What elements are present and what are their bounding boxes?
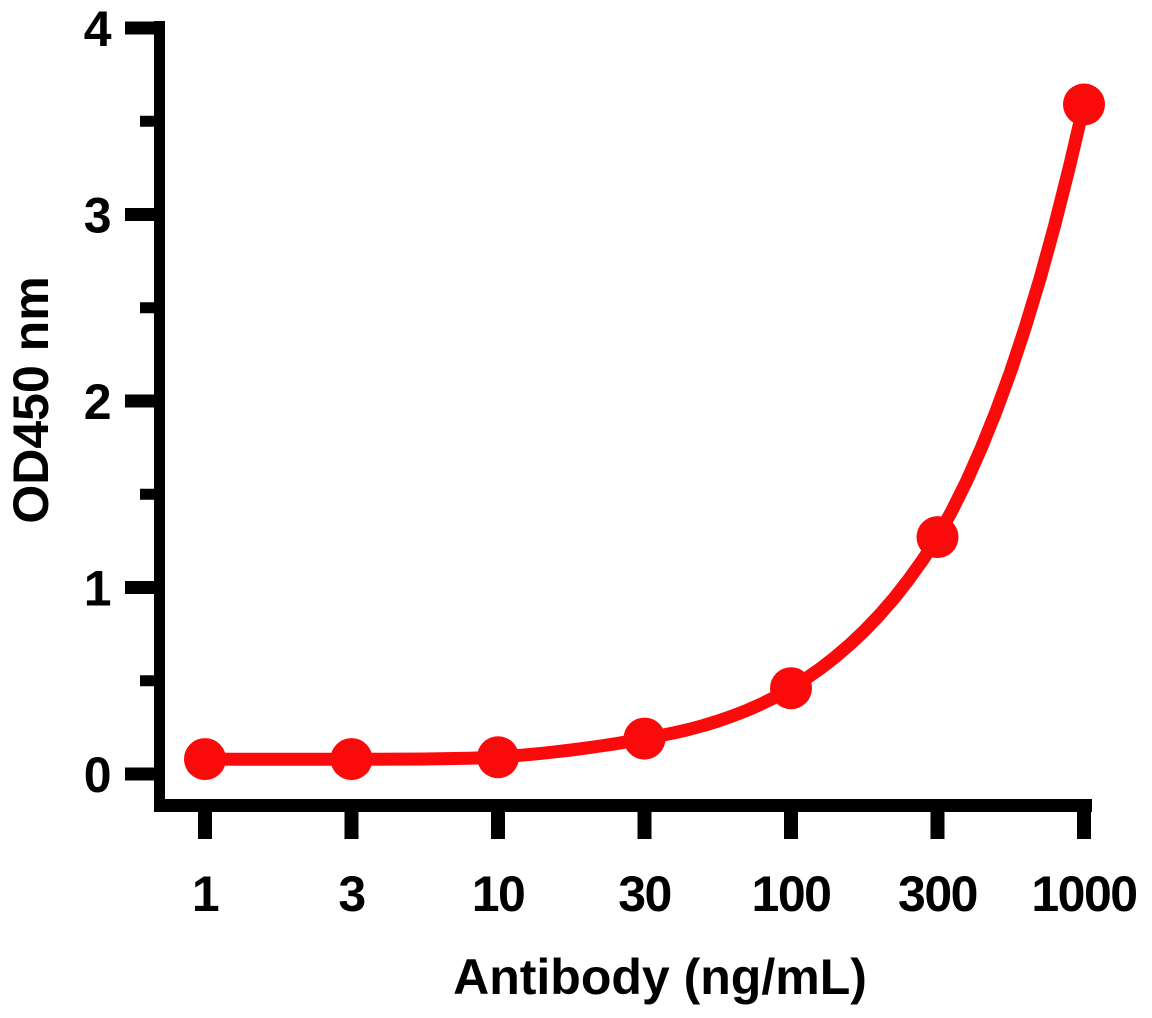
- x-tick-label: 100: [752, 866, 831, 922]
- y-axis-line: [154, 21, 165, 799]
- x-axis-tick: [344, 812, 359, 839]
- y-tick-label: 0: [84, 747, 110, 803]
- x-axis-title: Antibody (ng/mL): [453, 949, 867, 1005]
- x-axis-tick: [198, 812, 212, 839]
- x-axis-tick: [930, 812, 945, 839]
- y-axis-minor-tick: [140, 488, 154, 500]
- y-axis-minor-tick: [140, 115, 154, 127]
- y-axis-minor-tick: [140, 302, 154, 314]
- y-axis-title: OD450 nm: [3, 276, 59, 524]
- x-tick-label: 1000: [1031, 866, 1136, 922]
- x-axis-tick: [1077, 812, 1091, 839]
- data-point-marker: [916, 516, 959, 559]
- data-point-marker: [184, 738, 226, 781]
- x-axis-line: [154, 799, 1092, 812]
- x-tick-label: 300: [898, 866, 977, 922]
- x-axis-tick: [784, 812, 798, 839]
- y-axis-minor-tick: [140, 675, 154, 687]
- y-tick-label: 4: [84, 1, 112, 57]
- x-tick-label: 3: [338, 866, 364, 922]
- y-axis-major-tick: [125, 208, 154, 221]
- data-point-marker: [330, 738, 373, 781]
- x-axis-tick: [637, 812, 652, 839]
- y-axis-major-tick: [125, 21, 154, 35]
- y-axis-major-tick: [125, 394, 154, 408]
- x-tick-label: 30: [618, 866, 671, 922]
- y-axis-major-tick: [125, 767, 154, 781]
- x-tick-label: 10: [472, 866, 525, 922]
- series-curve: [198, 98, 1091, 766]
- data-point-marker: [770, 667, 812, 710]
- data-point-marker: [623, 717, 666, 760]
- x-tick-label: 1: [192, 866, 219, 922]
- data-point-marker: [477, 736, 519, 779]
- y-tick-label: 1: [84, 561, 111, 617]
- y-axis-major-tick: [125, 581, 154, 594]
- y-tick-label: 2: [84, 374, 110, 430]
- data-point-marker: [1063, 83, 1105, 126]
- y-tick-label: 3: [84, 188, 110, 244]
- x-axis-tick: [491, 812, 505, 839]
